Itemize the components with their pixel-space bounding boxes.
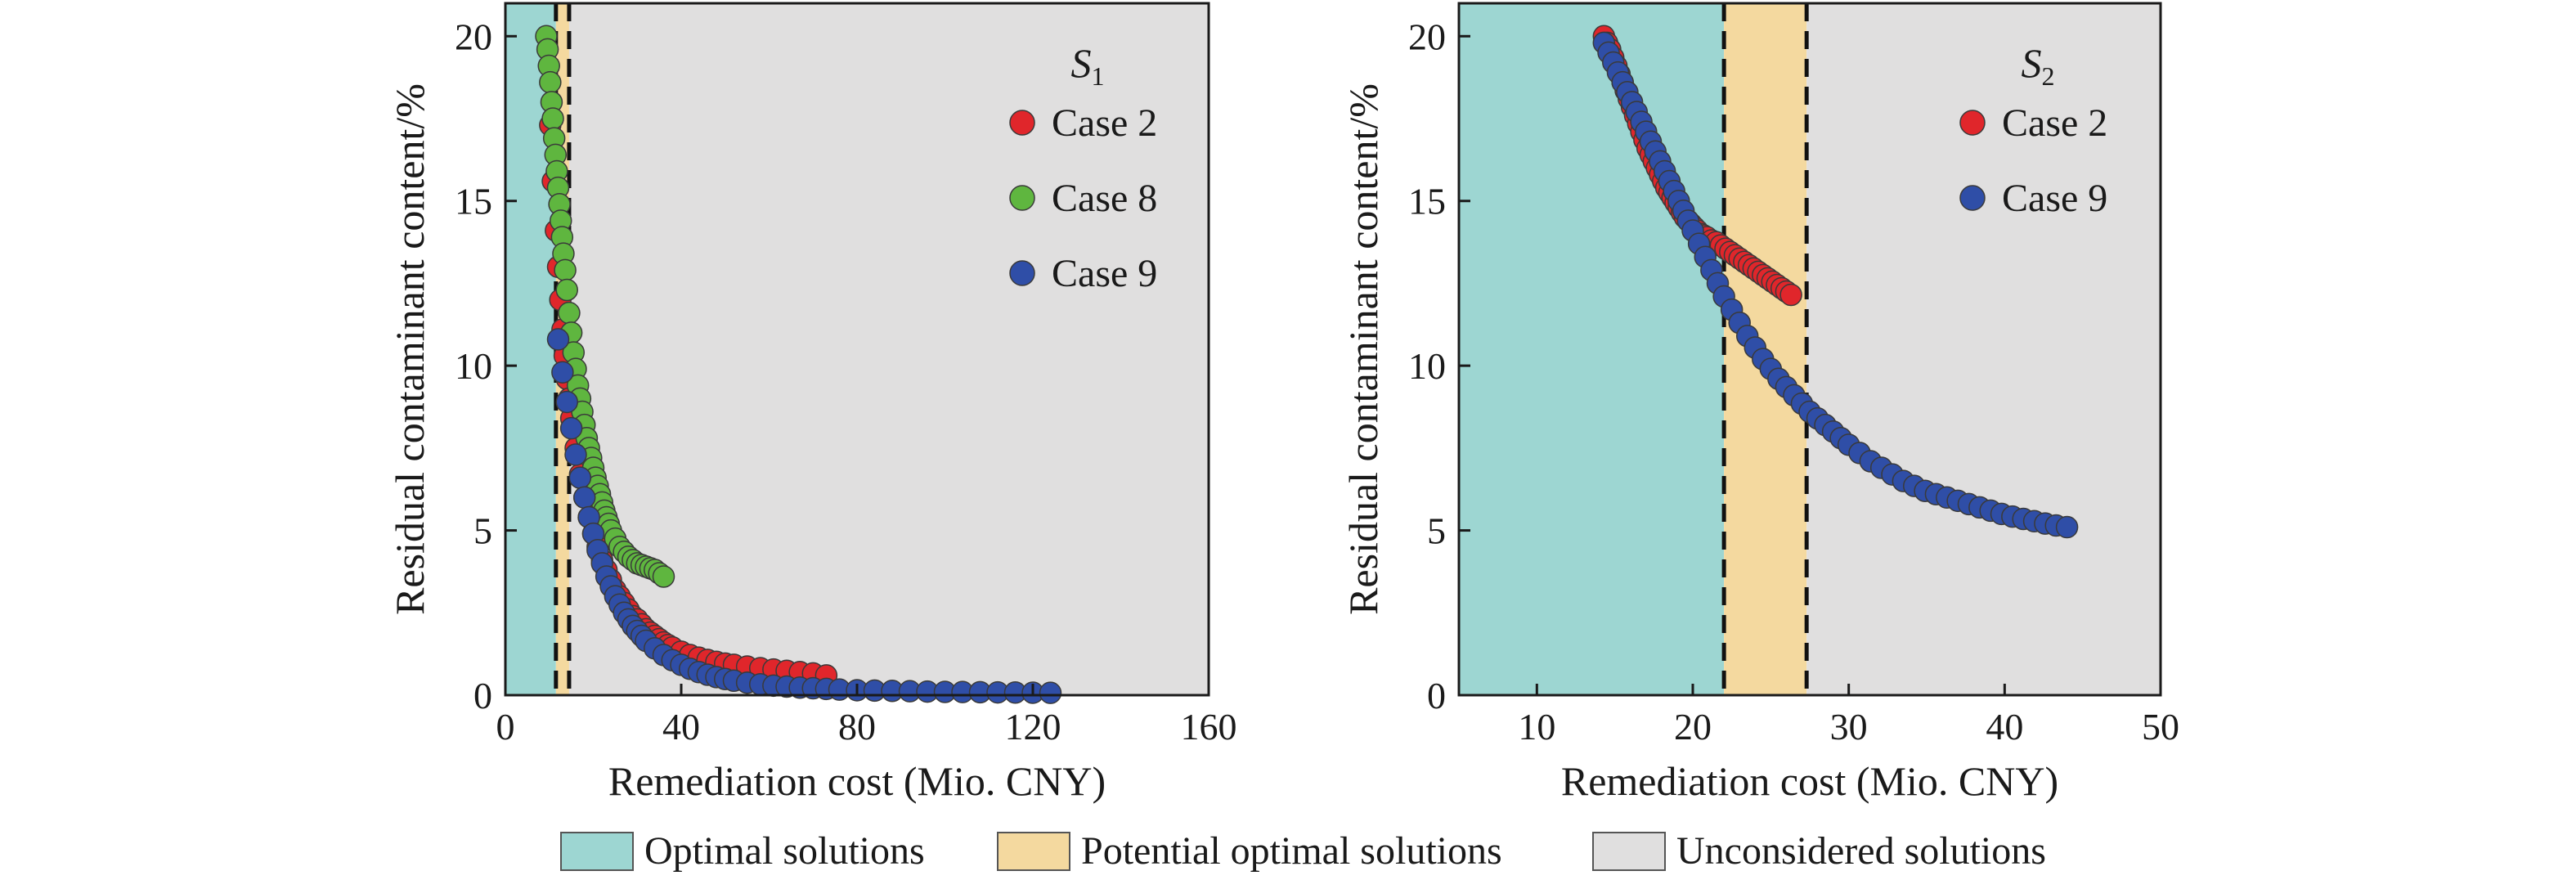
x-tick-label: 40 bbox=[1986, 706, 2023, 748]
region-legend-label: Unconsidered solutions bbox=[1676, 829, 2046, 873]
y-tick-label: 0 bbox=[473, 675, 492, 716]
y-tick-label: 10 bbox=[455, 345, 492, 387]
data-point bbox=[652, 565, 675, 588]
x-tick-label: 160 bbox=[1181, 706, 1237, 748]
legend-marker bbox=[1959, 185, 1986, 211]
data-point bbox=[539, 70, 562, 94]
region-legend-swatch bbox=[1592, 832, 1666, 871]
x-tick-label: 120 bbox=[1005, 706, 1061, 748]
legend-label: Case 9 bbox=[1052, 252, 1157, 295]
plot-frame bbox=[1457, 2, 2162, 697]
region-legend-label: Potential optimal solutions bbox=[1081, 829, 1502, 873]
region-optimal bbox=[1459, 3, 1725, 695]
series-case-9 bbox=[546, 328, 1062, 704]
panel-s2: 10 20 30 40 50 0 5 10 15 20 Remediation cost (Mio.… bbox=[1340, 2, 2179, 804]
x-tick-label: 80 bbox=[838, 706, 876, 748]
y-tick-label: 20 bbox=[1408, 16, 1446, 57]
data-point bbox=[564, 443, 587, 466]
data-point bbox=[1779, 283, 1802, 307]
panel-s1: 0 40 80 120 160 0 5 10 15 20 Remediation cost (Mio… bbox=[387, 2, 1237, 804]
data-point bbox=[573, 486, 596, 510]
legend-entry: Case 2 bbox=[1009, 101, 1157, 145]
data-point bbox=[541, 107, 564, 130]
y-tick-label: 5 bbox=[1427, 510, 1446, 552]
legend-marker bbox=[1009, 185, 1035, 211]
data-point bbox=[558, 301, 581, 325]
x-axis-label: Remediation cost (Mio. CNY) bbox=[1561, 758, 2058, 804]
legend-entry: Case 2 bbox=[1959, 101, 2107, 145]
legend-label: Case 9 bbox=[2002, 177, 2107, 220]
y-tick-label: 5 bbox=[473, 510, 492, 552]
x-tick-label: 0 bbox=[496, 706, 515, 748]
panel-label: S2 bbox=[2022, 40, 2055, 91]
data-point bbox=[546, 328, 570, 351]
region-legend-label: Optimal solutions bbox=[644, 829, 925, 873]
x-tick-label: 40 bbox=[662, 706, 700, 748]
y-tick-label: 20 bbox=[455, 16, 492, 57]
data-point bbox=[559, 416, 583, 440]
data-point bbox=[555, 278, 578, 302]
y-tick-label: 15 bbox=[1408, 181, 1446, 222]
region-legend-entry-optimal: Optimal solutions bbox=[560, 829, 925, 873]
y-axis-label: Residual contaminant content/% bbox=[387, 83, 433, 615]
data-point bbox=[554, 258, 577, 282]
legend-marker bbox=[1009, 260, 1035, 286]
data-point bbox=[568, 466, 592, 489]
y-tick-label: 10 bbox=[1408, 345, 1446, 387]
panel-label: S1 bbox=[1071, 40, 1105, 91]
region-legend: Optimal solutions Potential optimal solut… bbox=[560, 829, 2046, 873]
x-tick-label: 10 bbox=[1518, 706, 1555, 748]
data-point bbox=[2055, 515, 2079, 539]
region-unconsidered bbox=[568, 3, 1209, 695]
legend-entry: Case 8 bbox=[1009, 177, 1157, 220]
x-tick-label: 50 bbox=[2142, 706, 2179, 748]
legend-marker bbox=[1959, 110, 1986, 136]
y-tick-label: 0 bbox=[1427, 675, 1446, 716]
data-point bbox=[1039, 681, 1062, 704]
legend-label: Case 2 bbox=[2002, 101, 2107, 145]
legend-label: Case 2 bbox=[1052, 101, 1157, 145]
region-legend-swatch bbox=[560, 832, 634, 871]
region-legend-swatch bbox=[997, 832, 1070, 871]
legend-entry: Case 9 bbox=[1009, 252, 1157, 295]
x-tick-label: 30 bbox=[1830, 706, 1868, 748]
data-point bbox=[555, 390, 578, 414]
legend-entry: Case 9 bbox=[1959, 177, 2107, 220]
x-axis-label: Remediation cost (Mio. CNY) bbox=[608, 758, 1106, 804]
legend-marker bbox=[1009, 110, 1035, 136]
series-case-9 bbox=[1592, 31, 2079, 539]
x-tick-label: 20 bbox=[1674, 706, 1712, 748]
legend-label: Case 8 bbox=[1052, 177, 1157, 220]
data-point bbox=[551, 361, 574, 384]
y-axis-label: Residual contaminant content/% bbox=[1340, 83, 1386, 615]
region-legend-entry-unconsidered: Unconsidered solutions bbox=[1592, 829, 2046, 873]
y-tick-label: 15 bbox=[455, 181, 492, 222]
region-legend-entry-potential: Potential optimal solutions bbox=[997, 829, 1502, 873]
